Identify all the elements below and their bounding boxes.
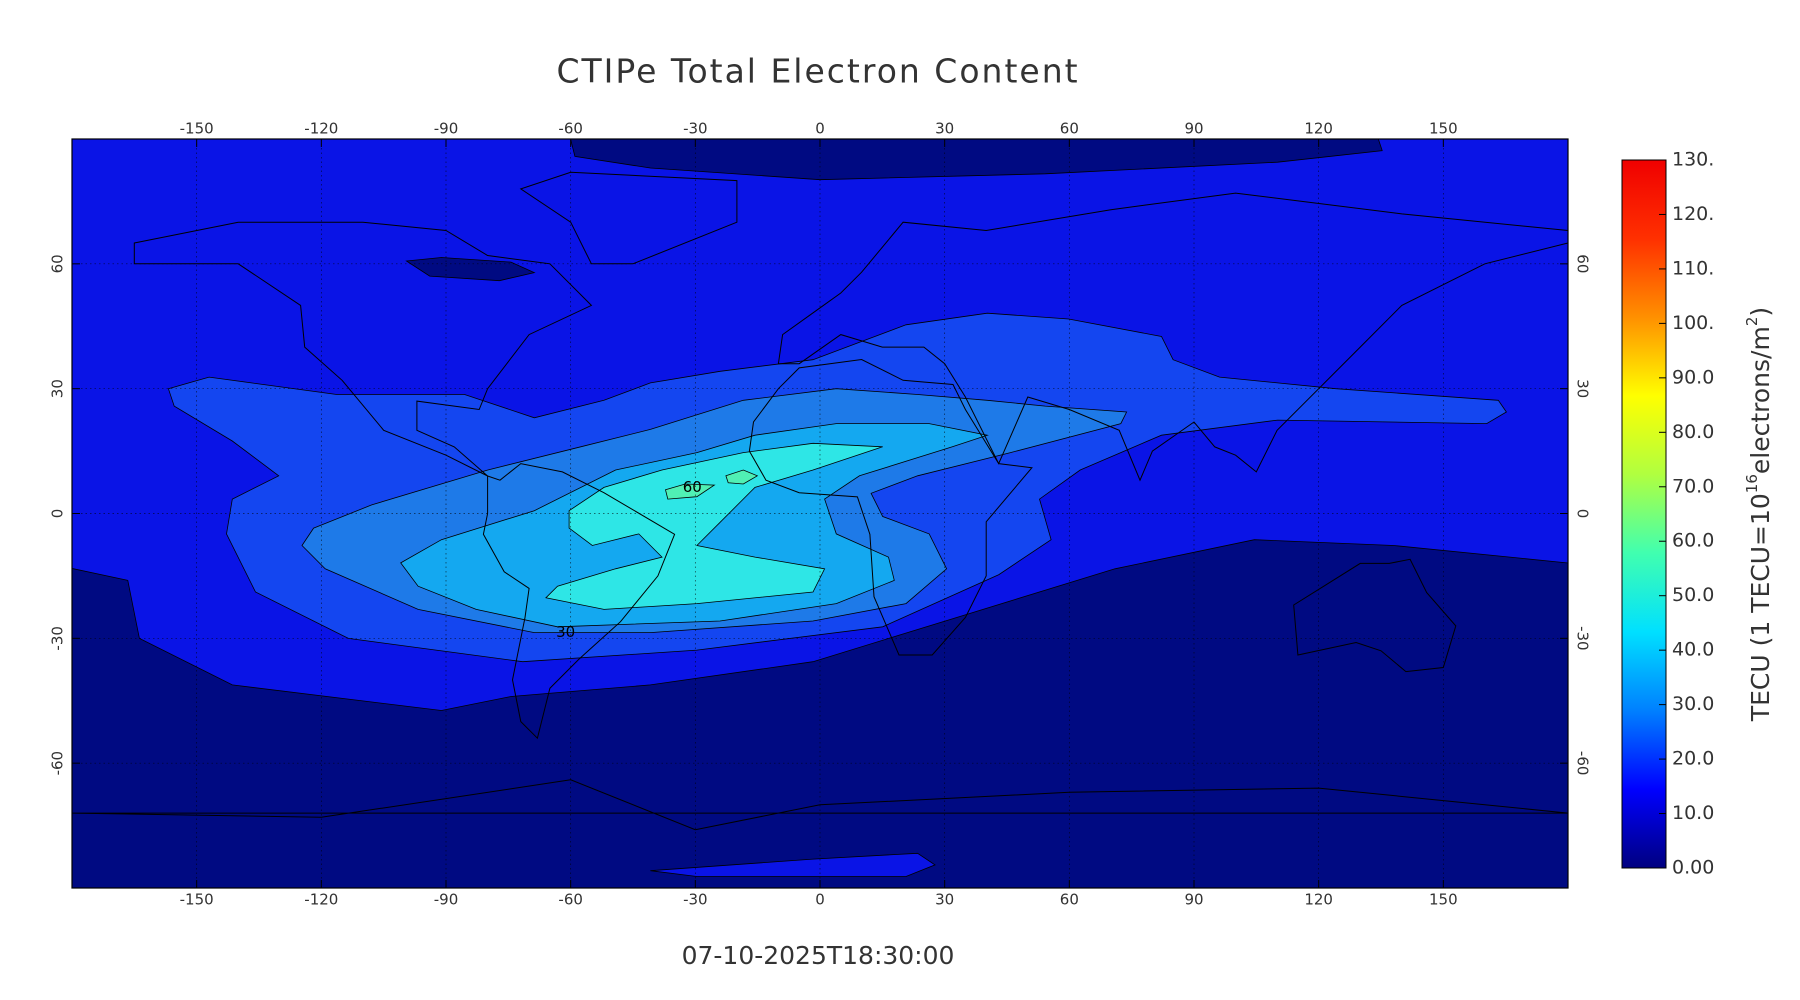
colorbar-label-part: TECU (1 TECU=10 [1746,493,1775,722]
colorbar-label-part: 2 [1743,317,1761,327]
colorbar-label: TECU (1 TECU=1016electrons/m2) [1743,307,1776,722]
x-tick-label: -60 [558,891,583,909]
chart-title: CTIPe Total Electron Content [556,52,1079,91]
x-tick-label: 60 [1060,120,1079,138]
colorbar-tick-label: 90.0 [1672,366,1714,388]
x-tick-label: 150 [1429,120,1458,138]
y-tick-label: 30 [49,379,67,398]
colorbar [1621,159,1667,869]
x-tick-label: 150 [1429,891,1458,909]
y-tick-label: 0 [49,509,67,519]
y-tick-label: 0 [1574,509,1592,519]
x-tick-label: -90 [434,891,459,909]
x-tick-label: -120 [304,891,338,909]
contour-region [665,483,716,500]
colorbar-tick-label: 20.0 [1672,748,1714,770]
colorbar-tick-label: 70.0 [1672,475,1714,497]
coastline [519,171,738,265]
map-frame [71,138,1569,889]
x-tick-label: 0 [815,120,825,138]
x-tick-label: 90 [1184,120,1203,138]
colorbar-label-part: ) [1746,307,1775,317]
coastline [777,192,1568,482]
coastline [133,221,593,477]
contour-region [570,139,1383,181]
contour-region [405,257,536,282]
x-tick-label: 120 [1304,120,1333,138]
contour-label: 60 [683,478,702,496]
y-tick-label: -30 [1574,626,1592,651]
colorbar-tick-label: 50.0 [1672,584,1714,606]
x-tick-label: 0 [815,891,825,909]
colorbar-tick-label: 60.0 [1672,530,1714,552]
coastline [72,779,1568,831]
colorbar-tick-label: 120. [1672,203,1714,225]
y-tick-label: 30 [1574,379,1592,398]
coastline [1293,558,1457,673]
x-tick-label: 60 [1060,891,1079,909]
colorbar-label-part: electrons/m [1746,326,1775,474]
colorbar-tick-label: 130. [1672,149,1714,171]
y-tick-label: -30 [49,626,67,651]
x-tick-label: -150 [180,120,214,138]
coastline [482,463,676,740]
x-tick-label: -150 [180,891,214,909]
colorbar-label-part: 16 [1743,474,1761,493]
contour-region [725,469,759,485]
colorbar-tick-label: 80.0 [1672,421,1714,443]
x-tick-label: 30 [935,120,954,138]
y-tick-label: 60 [49,254,67,273]
colorbar-tick-label: 30.0 [1672,693,1714,715]
y-tick-label: -60 [1574,751,1592,776]
x-tick-label: -60 [558,120,583,138]
colorbar-tick-label: 10.0 [1672,802,1714,824]
x-tick-label: -120 [304,120,338,138]
x-tick-label: -30 [683,891,708,909]
map [72,139,1568,888]
y-tick-label: -60 [49,751,67,776]
x-tick-label: -30 [683,120,708,138]
x-tick-label: -90 [434,120,459,138]
colorbar-tick-label: 110. [1672,257,1714,279]
colorbar-tick-label: 0.00 [1672,857,1714,879]
contour-region [545,442,883,610]
y-tick-label: 60 [1574,254,1592,273]
x-tick-label: 30 [935,891,954,909]
colorbar-tick-label: 40.0 [1672,639,1714,661]
colorbar-tick-label: 100. [1672,312,1714,334]
contour-region [650,852,936,877]
x-tick-label: 120 [1304,891,1333,909]
contour-label: 30 [556,623,575,641]
x-tick-label: 90 [1184,891,1203,909]
subtitle: 07-10-2025T18:30:00 [682,941,955,970]
